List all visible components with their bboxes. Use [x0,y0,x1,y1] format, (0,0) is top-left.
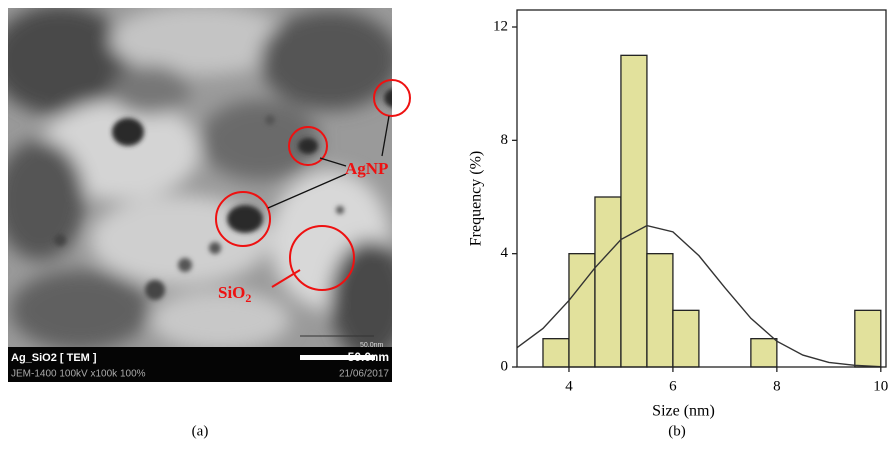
agnp-label: AgNP [345,159,388,178]
x-tick-label: 8 [773,378,781,394]
bar [595,197,621,367]
bar [543,339,569,367]
sio2-text: SiO [218,283,245,302]
bar [751,339,777,367]
panel-label: (a) [192,423,209,439]
footer-scale: 50.0nm [348,350,389,364]
x-tick-label: 6 [669,378,677,394]
bar [621,55,647,367]
x-tick-label: 10 [873,378,888,394]
scale-small: 50.0nm [360,342,384,349]
footer-name: Ag_SiO2 [ TEM ] [11,352,97,364]
x-axis-label: Size (nm) [652,403,715,420]
panel-label: (b) [668,423,686,439]
bar [569,254,595,367]
y-tick-label: 0 [501,358,509,374]
bar [855,310,881,367]
histogram-chart: 0 4 8 12 4 6 8 10 Size (nm) Frequency (%) (b) [468,10,889,439]
y-axis-label: Frequency (%) [468,151,485,247]
y-tick-label: 12 [493,18,508,34]
y-tick-label: 4 [501,245,509,261]
tem-image [0,5,410,382]
footer-date: 21/06/2017 [339,369,389,380]
bar [673,310,699,367]
x-tick-label: 4 [565,378,573,394]
bar [647,254,673,367]
sio2-subscript: 2 [245,291,251,305]
figure: AgNP SiO2 50.0nm Ag_SiO2 [ TEM ] JEM-140… [0,0,892,468]
footer-info: JEM-1400 100kV x100k 100% [11,369,146,380]
y-tick-label: 8 [501,132,509,148]
